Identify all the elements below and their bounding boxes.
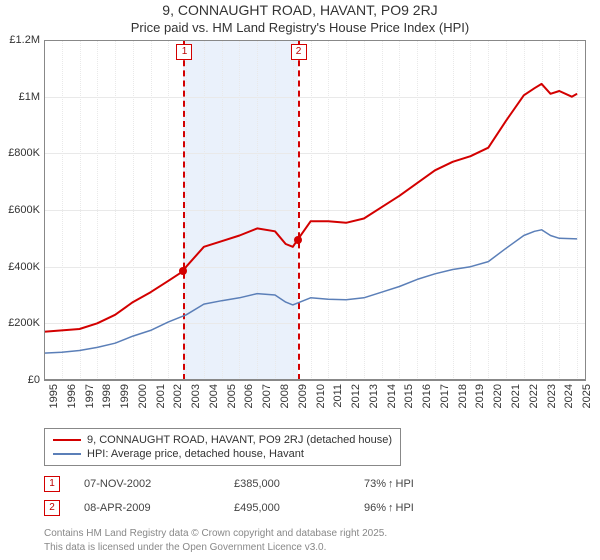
plot-border bbox=[44, 40, 586, 380]
x-axis-label: 2023 bbox=[546, 384, 558, 424]
legend-item: HPI: Average price, detached house, Hava… bbox=[53, 447, 392, 461]
x-axis-label: 1998 bbox=[101, 384, 113, 424]
x-axis-label: 1997 bbox=[84, 384, 96, 424]
y-axis-label: £1M bbox=[0, 91, 40, 103]
x-axis-label: 1995 bbox=[48, 384, 60, 424]
x-axis-label: 2021 bbox=[510, 384, 522, 424]
x-axis-label: 2009 bbox=[297, 384, 309, 424]
x-axis-label: 2020 bbox=[492, 384, 504, 424]
plot-area: 12 bbox=[44, 40, 586, 380]
footer-copyright: Contains HM Land Registry data © Crown c… bbox=[44, 528, 387, 539]
x-axis-label: 1996 bbox=[66, 384, 78, 424]
x-axis-label: 2013 bbox=[368, 384, 380, 424]
sale-marker-dot bbox=[294, 236, 302, 244]
sale-marker-dot bbox=[179, 267, 187, 275]
sale-price: £385,000 bbox=[234, 478, 364, 490]
x-axis-label: 2003 bbox=[190, 384, 202, 424]
x-axis-label: 2024 bbox=[563, 384, 575, 424]
sale-price: £495,000 bbox=[234, 502, 364, 514]
x-axis-label: 2015 bbox=[403, 384, 415, 424]
footer-licence: This data is licensed under the Open Gov… bbox=[44, 542, 326, 553]
x-axis-label: 2004 bbox=[208, 384, 220, 424]
legend-label: 9, CONNAUGHT ROAD, HAVANT, PO9 2RJ (deta… bbox=[87, 434, 392, 446]
x-axis-label: 2014 bbox=[386, 384, 398, 424]
sale-row: 1 07-NOV-2002 £385,000 73% ↑ HPI bbox=[44, 476, 586, 492]
x-axis-label: 2002 bbox=[172, 384, 184, 424]
sale-pct: 73% ↑ HPI bbox=[364, 478, 454, 490]
x-axis-label: 2011 bbox=[332, 384, 344, 424]
x-axis-label: 2010 bbox=[315, 384, 327, 424]
x-axis-label: 2016 bbox=[421, 384, 433, 424]
chart-title-address: 9, CONNAUGHT ROAD, HAVANT, PO9 2RJ bbox=[0, 2, 600, 18]
x-axis-label: 2019 bbox=[474, 384, 486, 424]
y-axis-label: £200K bbox=[0, 317, 40, 329]
x-axis-label: 2006 bbox=[243, 384, 255, 424]
sale-date: 07-NOV-2002 bbox=[84, 478, 234, 490]
sale-marker-flag: 2 bbox=[291, 44, 307, 60]
y-axis-label: £800K bbox=[0, 147, 40, 159]
sale-pct: 96% ↑ HPI bbox=[364, 502, 454, 514]
x-axis-label: 2008 bbox=[279, 384, 291, 424]
legend-swatch bbox=[53, 439, 81, 441]
x-axis-label: 2012 bbox=[350, 384, 362, 424]
y-axis-label: £1.2M bbox=[0, 34, 40, 46]
x-axis-label: 2022 bbox=[528, 384, 540, 424]
arrow-up-icon: ↑ bbox=[388, 502, 394, 514]
sale-marker-box: 1 bbox=[44, 476, 60, 492]
legend-swatch bbox=[53, 453, 81, 455]
y-axis-label: £600K bbox=[0, 204, 40, 216]
x-axis-label: 2001 bbox=[155, 384, 167, 424]
x-axis-label: 2005 bbox=[226, 384, 238, 424]
chart-container: 9, CONNAUGHT ROAD, HAVANT, PO9 2RJ Price… bbox=[0, 0, 600, 560]
legend: 9, CONNAUGHT ROAD, HAVANT, PO9 2RJ (deta… bbox=[44, 428, 401, 466]
sale-marker-box: 2 bbox=[44, 500, 60, 516]
legend-item: 9, CONNAUGHT ROAD, HAVANT, PO9 2RJ (deta… bbox=[53, 433, 392, 447]
sale-date: 08-APR-2009 bbox=[84, 502, 234, 514]
sale-row: 2 08-APR-2009 £495,000 96% ↑ HPI bbox=[44, 500, 586, 516]
x-axis-label: 2017 bbox=[439, 384, 451, 424]
legend-label: HPI: Average price, detached house, Hava… bbox=[87, 448, 304, 460]
x-axis-label: 2000 bbox=[137, 384, 149, 424]
arrow-up-icon: ↑ bbox=[388, 478, 394, 490]
y-axis-label: £0 bbox=[0, 374, 40, 386]
x-axis-label: 2018 bbox=[457, 384, 469, 424]
chart-title-sub: Price paid vs. HM Land Registry's House … bbox=[0, 20, 600, 35]
x-axis-label: 2007 bbox=[261, 384, 273, 424]
x-axis-label: 2025 bbox=[581, 384, 593, 424]
y-axis-label: £400K bbox=[0, 261, 40, 273]
x-axis-label: 1999 bbox=[119, 384, 131, 424]
sale-marker-flag: 1 bbox=[176, 44, 192, 60]
